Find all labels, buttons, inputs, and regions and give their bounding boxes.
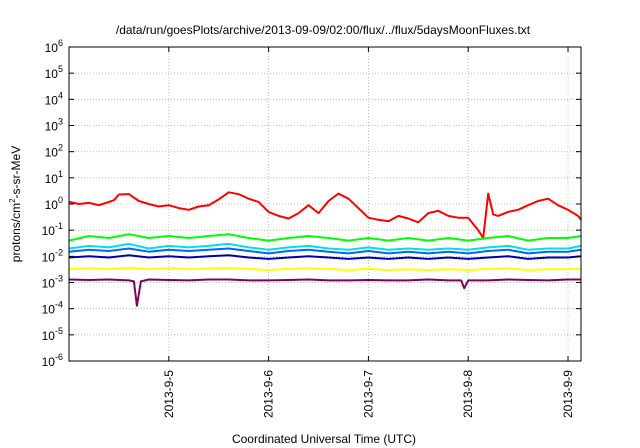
y-tick-label-base: 10 xyxy=(42,224,56,238)
y-tick-label-sup: -3 xyxy=(55,274,63,284)
y-tick-label-sup: -4 xyxy=(55,300,63,310)
y-tick-label: 105 xyxy=(45,64,63,81)
y-tick-label-base: 10 xyxy=(45,146,59,160)
series-line-6 xyxy=(68,266,582,271)
series-line-1 xyxy=(68,191,582,239)
y-tick-label-base: 10 xyxy=(42,250,56,264)
y-tick-label: 104 xyxy=(45,90,63,107)
y-tick-labels: 10-610-510-410-310-210-11001011021031041… xyxy=(42,38,63,369)
y-tick-label-sup: -5 xyxy=(55,326,63,336)
y-axis-label: protons/cm2-s-sr-MeV xyxy=(8,146,23,262)
y-tick-label-sup: 0 xyxy=(58,195,63,205)
y-axis-label-rest: -s-sr-MeV xyxy=(9,146,23,199)
series-line-4 xyxy=(68,247,582,255)
series-line-5 xyxy=(68,254,582,260)
y-tick-label: 10-2 xyxy=(42,247,63,264)
y-tick-label: 103 xyxy=(45,117,63,134)
y-tick-label-sup: 5 xyxy=(58,64,63,74)
y-tick-label-base: 10 xyxy=(42,277,56,291)
series-line-7 xyxy=(68,278,581,307)
y-tick-label: 101 xyxy=(45,169,63,186)
series-line-2 xyxy=(68,233,582,242)
y-tick-label-base: 10 xyxy=(42,355,56,369)
y-tick-label-sup: -6 xyxy=(55,352,63,362)
series-layer xyxy=(68,191,582,307)
y-tick-label-sup: 2 xyxy=(58,143,63,153)
y-tick-label-sup: 1 xyxy=(58,169,63,179)
y-axis-label-sup: 2 xyxy=(8,198,17,203)
y-tick-label: 10-5 xyxy=(42,326,63,343)
series-line-3 xyxy=(68,242,582,251)
y-tick-label: 106 xyxy=(45,38,63,55)
y-tick-label-sup: -1 xyxy=(55,221,63,231)
y-tick-label-base: 10 xyxy=(42,303,56,317)
ticks xyxy=(69,46,581,362)
y-tick-label-base: 10 xyxy=(45,172,59,186)
y-tick-label-sup: 6 xyxy=(58,38,63,48)
x-tick-label: 2013-9-8 xyxy=(461,370,475,418)
x-tick-label: 2013-9-9 xyxy=(561,370,575,418)
y-tick-label-base: 10 xyxy=(45,93,59,107)
y-tick-label-base: 10 xyxy=(45,67,59,81)
y-tick-label-base: 10 xyxy=(45,41,59,55)
y-tick-label-sup: 4 xyxy=(58,90,63,100)
y-tick-label: 10-4 xyxy=(42,300,63,317)
y-tick-label: 10-6 xyxy=(42,352,63,369)
y-tick-label-base: 10 xyxy=(45,120,59,134)
y-tick-label: 102 xyxy=(45,143,63,160)
y-tick-label: 100 xyxy=(45,195,63,212)
x-tick-labels: 2013-9-5 2013-9-6 2013-9-7 2013-9-8 2013-9-9 xyxy=(162,370,575,418)
y-tick-label-base: 10 xyxy=(45,198,59,212)
chart-title: /data/run/goesPlots/archive/2013-09-09/0… xyxy=(116,23,531,37)
x-tick-label: 2013-9-7 xyxy=(361,370,375,418)
y-tick-label-base: 10 xyxy=(42,329,56,343)
y-tick-label: 10-1 xyxy=(42,221,63,238)
x-tick-label: 2013-9-5 xyxy=(162,370,176,418)
y-tick-label: 10-3 xyxy=(42,274,63,291)
y-tick-label-sup: -2 xyxy=(55,247,63,257)
x-tick-label: 2013-9-6 xyxy=(262,370,276,418)
y-tick-label-sup: 3 xyxy=(58,117,63,127)
y-axis-label-base: protons/cm xyxy=(9,203,23,262)
x-axis-label: Coordinated Universal Time (UTC) xyxy=(232,432,416,446)
